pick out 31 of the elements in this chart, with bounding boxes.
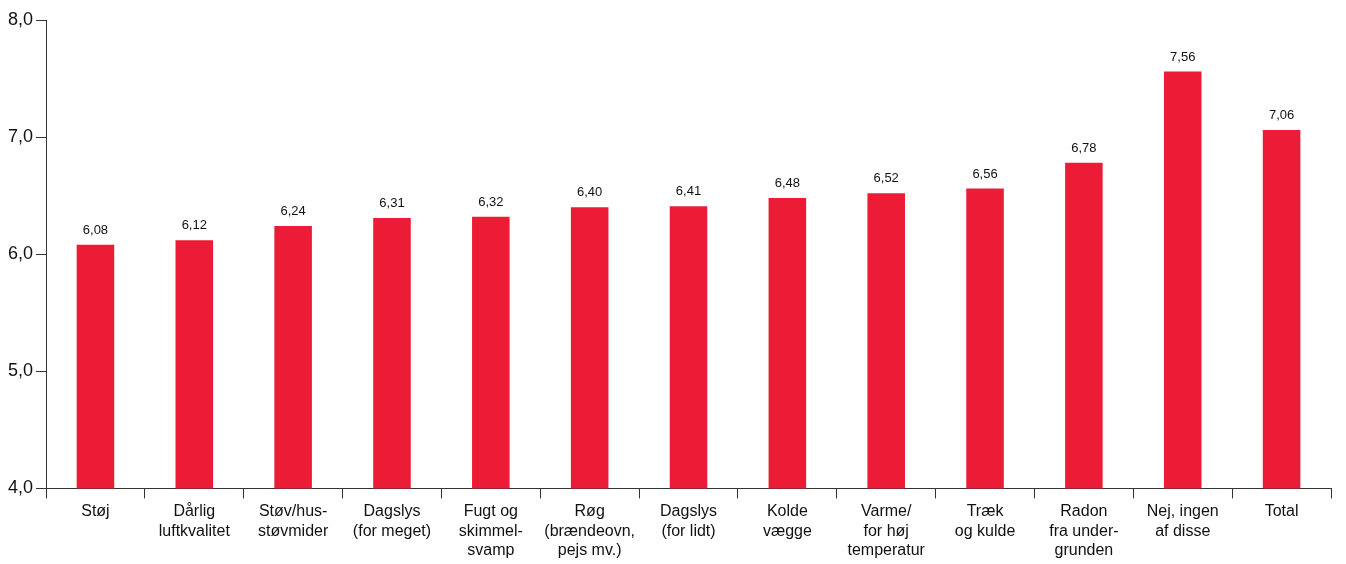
x-tick-label: Kolde vægge — [762, 502, 812, 539]
x-tick-label: Radon fra under- grunden — [1049, 502, 1119, 558]
data-label: 6,78 — [1071, 139, 1097, 155]
x-tick-label: Støj — [81, 502, 110, 520]
x-tick-label: Støv/hus- støvmider — [258, 502, 329, 539]
x-tick-label: Nej, ingen af disse — [1146, 502, 1219, 539]
data-label: 6,32 — [478, 193, 504, 209]
x-tick-label: Fugt og skimmel- svamp — [458, 502, 523, 558]
data-label: 6,12 — [181, 217, 207, 233]
data-label: 6,24 — [280, 203, 306, 219]
x-tick-label: Total — [1264, 502, 1299, 520]
data-label: 6,48 — [774, 175, 801, 191]
data-label: 6,56 — [972, 165, 998, 181]
data-label: 6,41 — [675, 183, 702, 199]
x-tick-label: Dagslys (for meget) — [352, 502, 432, 539]
data-label: 6,52 — [873, 170, 899, 186]
data-label: 7,56 — [1170, 48, 1196, 64]
y-tick-label: 7,0 — [7, 126, 34, 147]
x-tick-label: Dagslys (for lidt) — [660, 502, 717, 539]
y-tick-label: 6,0 — [7, 243, 34, 264]
x-tick-label: Varme/ for høj temperatur — [847, 502, 926, 558]
x-tick-label: Dårlig luftkvalitet — [158, 502, 231, 539]
data-label: 6,08 — [82, 221, 109, 237]
x-tick-label: Træk og kulde — [954, 502, 1016, 539]
y-tick-label: 5,0 — [7, 360, 34, 381]
data-label: 7,06 — [1268, 107, 1295, 123]
y-tick-label: 8,0 — [7, 8, 34, 29]
x-tick-label: Røg (brændeovn, pejs mv.) — [544, 502, 636, 558]
y-tick-label: 4,0 — [7, 477, 34, 498]
data-label: 6,40 — [577, 184, 603, 200]
data-label: 6,31 — [379, 194, 405, 210]
